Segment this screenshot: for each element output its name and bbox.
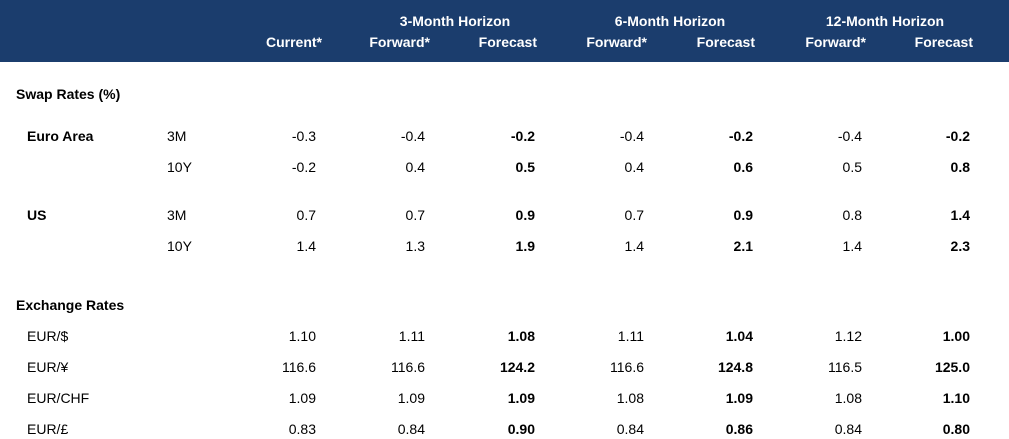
cell-forecast-12m: 0.8 [950,159,970,175]
cell-forecast-6m: 124.8 [717,359,753,375]
cell-forecast-3m: -0.2 [510,128,535,144]
cell-forecast-12m: 1.4 [950,207,970,223]
cell-forecast-3m: 0.9 [515,207,535,223]
cell-forecast-6m: 2.1 [733,238,753,254]
cell-forward-12m: 0.8 [842,207,862,223]
cell-forecast-3m: 0.5 [515,159,535,175]
tenor-label: 10Y [167,159,192,175]
cell-forward-6m: 1.08 [616,390,644,406]
fx-pair-label: EUR/CHF [27,390,90,406]
cell-current: -0.3 [291,128,316,144]
cell-forward-3m: 0.84 [397,421,425,437]
cell-current: 1.09 [288,390,316,406]
col-header-forecast-6m: Forecast [696,34,755,50]
cell-forward-12m: 1.4 [842,238,862,254]
fx-pair-label: EUR/¥ [27,359,69,375]
tenor-label: 3M [167,128,187,144]
cell-forward-6m: 0.7 [624,207,644,223]
cell-forecast-6m: -0.2 [728,128,753,144]
section-title-fx: Exchange Rates [16,297,125,313]
horizon-6m-title: 6-Month Horizon [614,13,726,29]
group-label-us: US [27,207,47,223]
cell-forward-6m: 1.4 [624,238,644,254]
cell-forecast-12m: 1.00 [942,328,970,344]
horizon-12m-title: 12-Month Horizon [825,13,945,29]
col-header-forecast-3m: Forecast [478,34,537,50]
cell-forward-12m: -0.4 [837,128,862,144]
cell-forecast-6m: 0.86 [725,421,753,437]
cell-forward-3m: 1.3 [405,238,425,254]
cell-current: 1.10 [288,328,316,344]
cell-forward-3m: 0.4 [405,159,425,175]
cell-forward-12m: 0.84 [834,421,862,437]
cell-forward-3m: 1.11 [398,328,425,344]
cell-current: -0.2 [291,159,316,175]
cell-forecast-6m: 1.04 [725,328,753,344]
cell-forecast-12m: 0.80 [942,421,970,437]
cell-forward-3m: -0.4 [400,128,425,144]
cell-forward-12m: 1.12 [834,328,862,344]
section-title-swap: Swap Rates (%) [16,86,121,102]
tenor-label: 3M [167,207,187,223]
cell-forward-6m: 0.4 [624,159,644,175]
col-header-forward-6m: Forward* [586,34,647,50]
cell-forward-6m: 116.6 [610,359,644,375]
cell-forecast-12m: 1.10 [942,390,970,406]
cell-forecast-12m: 125.0 [934,359,970,375]
fx-pair-label: EUR/£ [27,421,69,437]
fx-pair-label: EUR/$ [27,328,69,344]
cell-forecast-6m: 1.09 [725,390,753,406]
tenor-label: 10Y [167,238,192,254]
cell-forecast-3m: 0.90 [507,421,535,437]
group-label-euro-area: Euro Area [27,128,94,144]
cell-forecast-3m: 124.2 [499,359,535,375]
table-header: 3-Month Horizon 6-Month Horizon 12-Month… [0,0,1009,62]
cell-forecast-3m: 1.9 [515,238,535,254]
cell-forecast-6m: 0.6 [733,159,753,175]
cell-forecast-3m: 1.08 [507,328,535,344]
cell-forward-12m: 1.08 [834,390,862,406]
cell-current: 0.7 [296,207,316,223]
col-header-forecast-12m: Forecast [914,34,973,50]
cell-forward-6m: 1.11 [617,328,644,344]
col-header-current: Current* [265,34,322,50]
cell-forecast-12m: -0.2 [945,128,970,144]
cell-forecast-12m: 2.3 [950,238,970,254]
cell-forward-3m: 1.09 [397,390,425,406]
cell-forecast-6m: 0.9 [733,207,753,223]
cell-forecast-3m: 1.09 [507,390,535,406]
cell-forward-3m: 116.6 [391,359,425,375]
cell-forward-12m: 116.5 [828,359,862,375]
cell-current: 0.83 [288,421,316,437]
col-header-forward-12m: Forward* [805,34,866,50]
cell-current: 116.6 [282,359,316,375]
cell-current: 1.4 [296,238,316,254]
cell-forward-6m: -0.4 [619,128,644,144]
cell-forward-6m: 0.84 [616,421,644,437]
col-header-forward-3m: Forward* [369,34,430,50]
cell-forward-12m: 0.5 [842,159,862,175]
cell-forward-3m: 0.7 [405,207,425,223]
horizon-3m-title: 3-Month Horizon [399,13,511,29]
